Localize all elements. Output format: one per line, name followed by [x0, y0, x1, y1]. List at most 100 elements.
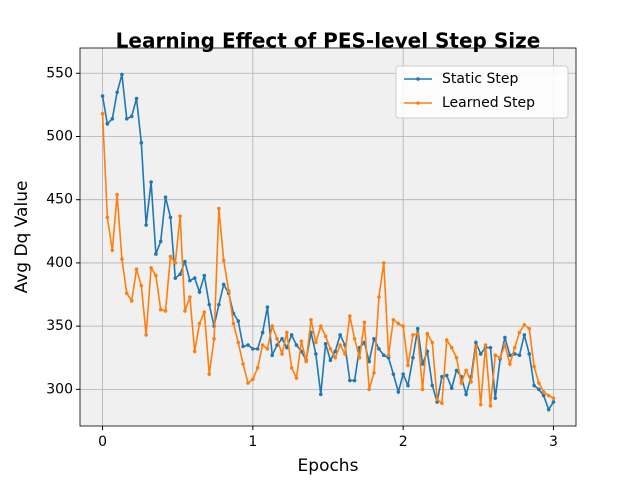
point-marker	[333, 355, 338, 360]
point-marker	[474, 344, 478, 349]
point-marker	[158, 239, 163, 244]
point-marker	[149, 266, 153, 270]
point-marker	[149, 180, 153, 184]
legend: Static Step Learned Step	[395, 65, 569, 119]
point-marker	[503, 343, 507, 347]
point-marker	[328, 347, 333, 351]
point-marker	[178, 272, 182, 277]
point-marker	[168, 215, 173, 220]
point-marker	[367, 387, 371, 392]
point-marker	[401, 372, 405, 376]
point-marker	[386, 355, 391, 360]
point-marker	[280, 336, 284, 341]
point-marker	[202, 273, 207, 278]
point-marker	[532, 383, 536, 388]
point-marker	[120, 72, 124, 77]
point-marker	[391, 318, 396, 322]
point-marker	[207, 372, 212, 376]
point-marker	[478, 402, 483, 407]
point-marker	[270, 324, 275, 328]
point-marker	[478, 352, 483, 356]
point-marker	[435, 397, 439, 402]
legend-label: Static Step	[442, 71, 518, 87]
point-marker	[115, 90, 119, 95]
point-marker	[483, 343, 488, 347]
point-marker	[449, 345, 454, 350]
legend-box	[395, 65, 569, 119]
point-marker	[260, 330, 265, 335]
point-marker	[411, 333, 415, 337]
point-marker	[173, 261, 178, 265]
point-marker	[430, 383, 435, 388]
point-marker	[294, 376, 299, 380]
point-marker	[285, 345, 289, 350]
point-marker	[396, 321, 401, 326]
point-marker	[144, 223, 148, 227]
point-marker	[178, 214, 182, 218]
point-marker	[275, 336, 279, 341]
point-marker	[512, 345, 517, 350]
point-marker	[357, 355, 362, 360]
point-marker	[299, 339, 304, 344]
legend-label: Learned Step	[442, 95, 535, 111]
point-marker	[207, 302, 212, 307]
point-marker	[347, 378, 352, 383]
point-marker	[537, 387, 541, 392]
point-marker	[197, 321, 202, 326]
point-marker	[440, 374, 444, 379]
point-marker	[115, 192, 119, 197]
point-marker	[154, 252, 158, 256]
point-marker	[537, 381, 541, 385]
point-marker	[255, 347, 260, 351]
point-marker	[381, 261, 386, 265]
point-marker	[396, 390, 401, 394]
point-marker	[314, 352, 318, 356]
point-marker	[236, 319, 241, 323]
point-marker	[260, 343, 265, 347]
point-marker	[120, 257, 124, 261]
point-marker	[430, 340, 435, 345]
point-marker	[289, 333, 294, 337]
y-tick-label: 350	[46, 318, 73, 334]
point-marker	[129, 299, 134, 303]
point-marker	[338, 333, 342, 337]
point-marker	[444, 373, 449, 378]
point-marker	[270, 353, 275, 358]
point-marker	[246, 343, 250, 347]
point-marker	[265, 347, 270, 351]
point-marker	[231, 321, 236, 326]
point-marker	[241, 344, 245, 349]
point-marker	[381, 353, 386, 358]
point-marker	[454, 368, 459, 373]
x-tick-label: 2	[399, 434, 408, 450]
point-marker	[139, 141, 144, 145]
point-marker	[541, 393, 546, 398]
point-marker	[517, 330, 522, 335]
point-marker	[386, 353, 391, 358]
point-marker	[474, 340, 478, 345]
point-marker	[105, 122, 110, 126]
point-marker	[318, 392, 323, 397]
legend-marker	[416, 101, 420, 105]
point-marker	[411, 355, 415, 360]
point-marker	[372, 336, 376, 341]
point-marker	[377, 347, 381, 351]
point-marker	[217, 206, 221, 211]
point-marker	[226, 288, 231, 293]
point-marker	[454, 355, 459, 360]
point-marker	[144, 333, 148, 337]
point-marker	[488, 403, 493, 408]
point-marker	[192, 349, 197, 354]
point-marker	[464, 392, 468, 397]
point-marker	[527, 326, 532, 331]
point-marker	[236, 340, 241, 345]
point-marker	[100, 94, 105, 98]
x-tick-label: 0	[98, 434, 107, 450]
point-marker	[444, 338, 449, 342]
point-marker	[251, 377, 255, 382]
point-marker	[532, 364, 536, 369]
point-marker	[415, 331, 420, 336]
point-marker	[294, 343, 299, 347]
y-tick-label: 500	[46, 128, 73, 144]
